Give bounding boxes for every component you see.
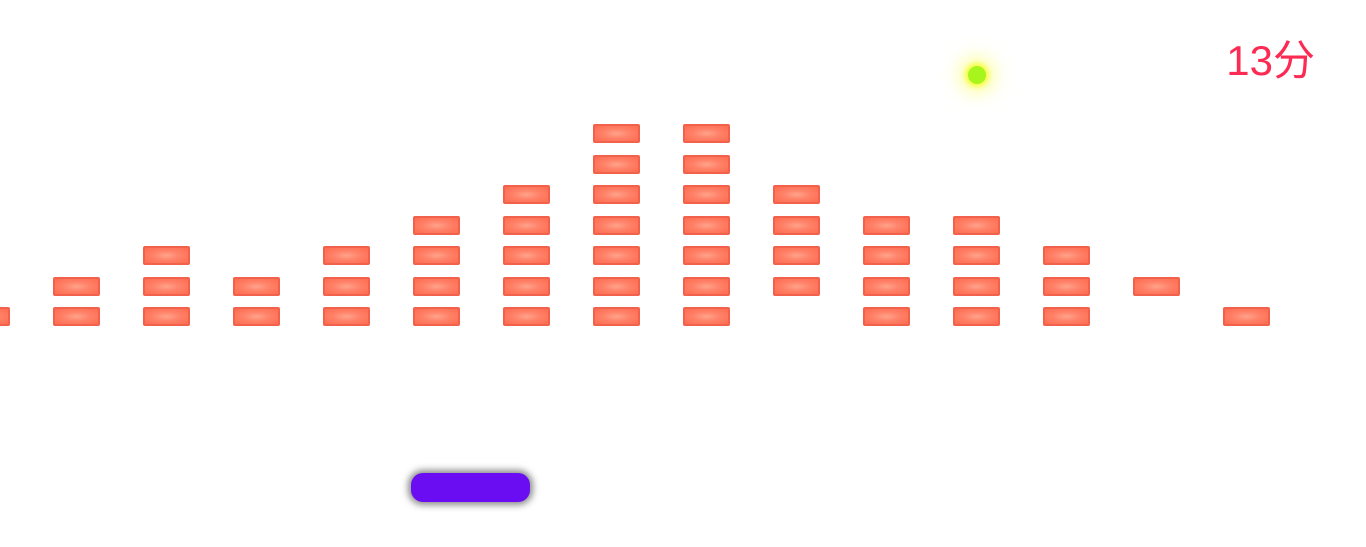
brick [773, 246, 820, 265]
score-label: 13分 [1226, 37, 1315, 84]
brick [413, 215, 460, 235]
brick [683, 307, 730, 326]
brick [863, 215, 910, 235]
brick [1043, 276, 1090, 296]
brick [413, 307, 460, 326]
brick [683, 185, 730, 204]
brick [1043, 246, 1090, 265]
brick [593, 154, 640, 174]
brick [1223, 307, 1270, 326]
brick [953, 276, 1000, 296]
brick [413, 246, 460, 265]
brick [953, 246, 1000, 265]
brick [773, 276, 820, 296]
brick [593, 185, 640, 204]
ball [968, 66, 986, 84]
brick [0, 307, 10, 326]
brick [593, 307, 640, 326]
brick [683, 154, 730, 174]
brick [143, 307, 190, 326]
brick [953, 307, 1000, 326]
brick [143, 276, 190, 296]
brick [593, 276, 640, 296]
brick [683, 215, 730, 235]
brick [863, 307, 910, 326]
brick [233, 307, 280, 326]
brick [323, 246, 370, 265]
brick [593, 215, 640, 235]
brick [53, 276, 100, 296]
brick [53, 307, 100, 326]
brick [683, 246, 730, 265]
brick [233, 276, 280, 296]
brick [953, 215, 1000, 235]
brick [593, 246, 640, 265]
brick [503, 307, 550, 326]
brick [143, 246, 190, 265]
brick [773, 185, 820, 204]
brick [863, 276, 910, 296]
brick [683, 124, 730, 143]
brick [503, 215, 550, 235]
paddle[interactable] [411, 473, 530, 502]
brick [413, 276, 460, 296]
brick [863, 246, 910, 265]
brick [1133, 276, 1180, 296]
brick [323, 276, 370, 296]
brick [773, 215, 820, 235]
brick [503, 185, 550, 204]
brick [503, 246, 550, 265]
brick [683, 276, 730, 296]
brick [1043, 307, 1090, 326]
brick [503, 276, 550, 296]
brick [323, 307, 370, 326]
brick [593, 124, 640, 143]
